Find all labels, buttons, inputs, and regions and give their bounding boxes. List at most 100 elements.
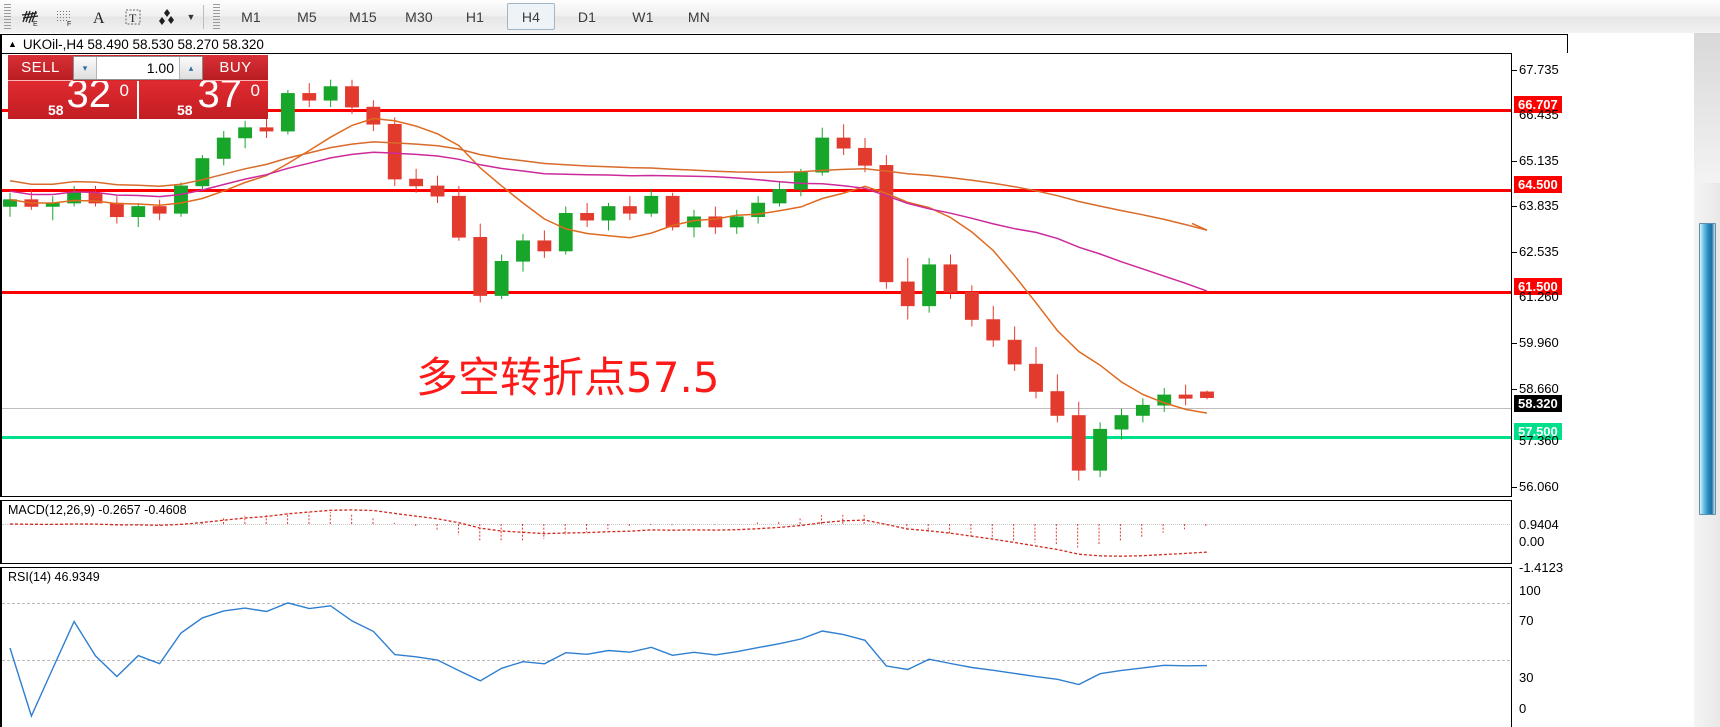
chart-window: ▲ UKOil-,H4 58.490 58.530 58.270 58.320 …: [0, 33, 1720, 727]
toolbar-separator: [203, 4, 204, 29]
svg-text:F: F: [67, 21, 71, 28]
volume-stepper[interactable]: ▾ 1.00 ▴: [73, 56, 203, 80]
macd-label: MACD(12,26,9) -0.2657 -0.4608: [8, 503, 187, 517]
ma-slow-line: [9, 141, 1208, 231]
price-scale-tick-70: 70: [1512, 614, 1533, 627]
price-scale-tick-63m835: 63.835: [1512, 199, 1559, 212]
price-scale-tick-label: 65.135: [1519, 153, 1559, 168]
timeframe-toolbar-grip[interactable]: [213, 3, 220, 30]
buy-price[interactable]: 58 37 0: [137, 81, 268, 119]
price-scale-badge-57-500[interactable]: 57.500: [1514, 423, 1562, 440]
sell-price[interactable]: 58 32 0: [8, 81, 137, 119]
rsi-guide-70: [2, 603, 1510, 604]
volume-increment-icon[interactable]: ▴: [179, 57, 202, 79]
collapse-icon[interactable]: ▲: [8, 38, 17, 49]
rsi-pane[interactable]: RSI(14) 46.9349: [0, 567, 1512, 727]
level-line-66707[interactable]: [2, 109, 1511, 112]
price-scale-badge-61-500[interactable]: 61.500: [1514, 278, 1562, 295]
oct-controls-row: SELL ▾ 1.00 ▴ BUY: [8, 55, 268, 81]
one-click-trading-panel[interactable]: SELL ▾ 1.00 ▴ BUY 58 32 0 58 37 0: [8, 55, 268, 119]
main-toolbar: E F A T: [0, 0, 1720, 34]
timeframe-button-w1[interactable]: W1: [632, 8, 654, 25]
tick-dash-icon: [1512, 343, 1517, 345]
oct-prices-row: 58 32 0 58 37 0: [8, 81, 268, 119]
chart-annotation[interactable]: 多空转折点57.5: [416, 353, 720, 402]
sell-price-whole: 58: [48, 102, 64, 118]
price-scale-tick-57m360: 57.360: [1512, 434, 1559, 447]
price-scale-tick-label: 66.435: [1519, 107, 1559, 122]
buy-price-pips: 37: [197, 81, 243, 116]
svg-text:T: T: [129, 11, 137, 25]
vertical-scrollbar[interactable]: [1694, 33, 1720, 727]
macd-pane[interactable]: MACD(12,26,9) -0.2657 -0.4608: [0, 500, 1512, 564]
price-scale-tick-58m660: 58.660: [1512, 382, 1559, 395]
price-scale-tick-label: 57.360: [1519, 433, 1559, 448]
price-scale-tick-label: 59.960: [1519, 335, 1559, 350]
price-scale-tick-66m435: 66.435: [1512, 108, 1559, 121]
rsi-guide-30: [2, 660, 1510, 661]
price-scale-tick-62m535: 62.535: [1512, 245, 1559, 258]
chart-title: UKOil-,H4 58.490 58.530 58.270 58.320: [22, 36, 264, 52]
scrollbar-track-top[interactable]: [1694, 33, 1720, 183]
price-scale-tick-label: 67.735: [1519, 62, 1559, 77]
macd-zero-line: [2, 524, 1510, 525]
volume-decrement-icon[interactable]: ▾: [74, 57, 97, 79]
price-scale-tick-65m135: 65.135: [1512, 154, 1559, 167]
volume-input[interactable]: 1.00: [146, 60, 174, 76]
price-scale-badge-66-707[interactable]: 66.707: [1514, 96, 1562, 113]
timeframe-button-mn[interactable]: MN: [687, 8, 711, 25]
toolbar-grip[interactable]: [4, 3, 11, 30]
level-line-61500[interactable]: [2, 291, 1511, 294]
tick-dash-icon: [1512, 389, 1517, 391]
price-scale-tick-0m9404: 0.9404: [1512, 518, 1559, 531]
level-line-57500[interactable]: [2, 436, 1511, 439]
price-scale-tick-label: 100: [1519, 583, 1541, 598]
price-scale-badge-64-500[interactable]: 64.500: [1514, 176, 1562, 193]
price-scale[interactable]: 67.735 66.707 66.435 65.135 64.500 63.835 62.5…: [1512, 53, 1664, 727]
price-scale-tick-100: 100: [1512, 584, 1541, 597]
objects-icon[interactable]: [152, 2, 182, 32]
scrollbar-thumb[interactable]: [1699, 223, 1716, 515]
price-scale-tick-59m960: 59.960: [1512, 336, 1559, 349]
buy-button[interactable]: BUY: [203, 55, 268, 81]
tick-dash-icon: [1512, 161, 1517, 163]
current-price-line: [2, 408, 1511, 409]
svg-text:E: E: [33, 21, 38, 28]
price-scale-tick-label: 62.535: [1519, 244, 1559, 259]
indicators-icon[interactable]: E: [16, 2, 46, 32]
rsi-series: [9, 602, 1208, 718]
sell-price-pips: 32: [66, 81, 112, 116]
timeframe-button-d1[interactable]: D1: [577, 8, 597, 25]
price-scale-tick-56m060: 56.060: [1512, 480, 1559, 493]
text-box-icon[interactable]: T: [118, 2, 148, 32]
price-scale-tick-label: 0.9404: [1519, 517, 1559, 532]
price-scale-tick-label: 0.00: [1519, 534, 1545, 549]
price-scale-tick-label: 30: [1519, 670, 1534, 685]
price-scale-tick-label: 0: [1519, 701, 1527, 716]
level-line-64500[interactable]: [2, 189, 1511, 192]
timeframe-button-m5[interactable]: M5: [297, 8, 317, 25]
timeframe-button-h1[interactable]: H1: [465, 8, 485, 25]
price-scale-tick-67m735: 67.735: [1512, 63, 1559, 76]
chevron-down-icon[interactable]: ▼: [186, 11, 196, 22]
timeframe-button-m15[interactable]: M15: [349, 8, 377, 25]
rsi-label: RSI(14) 46.9349: [8, 570, 100, 584]
crosshair-grid-icon[interactable]: F: [50, 2, 80, 32]
price-pane[interactable]: 多空转折点57.5: [0, 53, 1512, 497]
buy-price-whole: 58: [177, 102, 193, 118]
timeframe-button-m30[interactable]: M30: [405, 8, 433, 25]
price-scale-tick-0m00: 0.00: [1512, 535, 1544, 548]
ma-mid-line: [9, 151, 1208, 292]
price-scale-badge-58-320[interactable]: 58.320: [1514, 395, 1562, 412]
price-scale-tick-30: 30: [1512, 671, 1533, 684]
timeframe-button-m1[interactable]: M1: [241, 8, 261, 25]
rsi-line: [9, 602, 1208, 718]
tick-dash-icon: [1512, 252, 1517, 254]
price-scale-tick-61m260: 61.260: [1512, 290, 1559, 303]
price-scale-tick-label: 61.260: [1519, 289, 1559, 304]
sell-button[interactable]: SELL: [8, 55, 73, 81]
tick-dash-icon: [1512, 70, 1517, 72]
timeframe-button-h4[interactable]: H4: [507, 3, 555, 30]
text-label-icon[interactable]: A: [84, 2, 114, 32]
